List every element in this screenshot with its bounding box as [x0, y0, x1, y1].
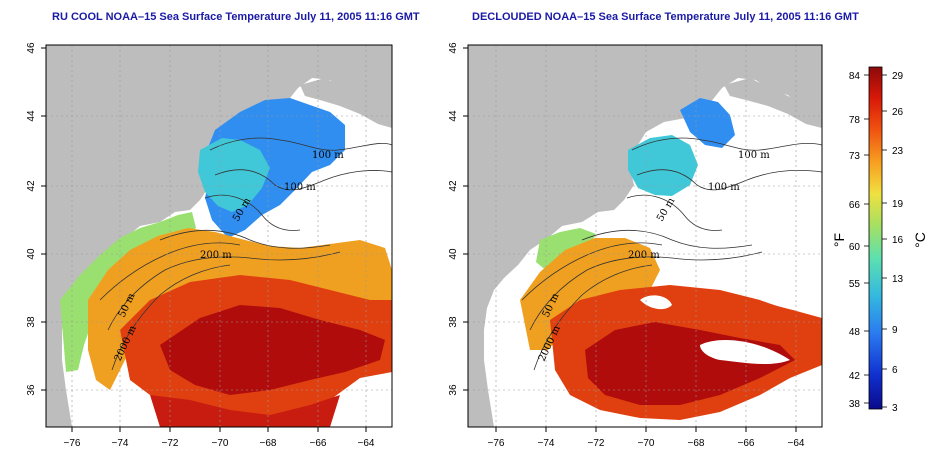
colorbar-c-tick-26: 26 [892, 107, 904, 118]
colorbar-f-tick-42: 42 [849, 371, 861, 382]
right-y-tick-36: 36 [448, 384, 459, 396]
right-x-tick-64: −64 [788, 438, 805, 449]
left-y-tick-46: 46 [26, 42, 37, 54]
colorbar-c-tick-29: 29 [892, 71, 904, 82]
right-gridlines [468, 45, 822, 427]
left-sst-warm [88, 228, 392, 390]
colorbar-fahrenheit-label: °F [831, 233, 847, 247]
colorbar-f-tick-78: 78 [849, 115, 861, 126]
left-label-200m: 200 m [200, 250, 232, 261]
right-x-tick-72: −72 [588, 438, 605, 449]
left-x-tick-70: −70 [212, 438, 229, 449]
colorbar-f-tick-55: 55 [849, 279, 861, 290]
right-land [468, 45, 822, 427]
left-y-tick-44: 44 [26, 110, 37, 122]
left-y-axis [41, 47, 46, 391]
colorbar-ticks [864, 74, 887, 408]
right-x-tick-66: −66 [738, 438, 755, 449]
right-sst-gulf-of-maine [680, 98, 735, 148]
left-x-tick-72: −72 [162, 438, 179, 449]
right-y-tick-38: 38 [448, 316, 459, 328]
left-x-axis [71, 427, 367, 432]
left-x-tick-68: −68 [260, 438, 277, 449]
left-nova-scotia [300, 78, 392, 128]
left-sst-shelf [60, 212, 196, 372]
left-y-tick-38: 38 [26, 316, 37, 328]
right-x-tick-76: −76 [488, 438, 505, 449]
left-label-100m-a: 100 m [312, 150, 344, 161]
right-contours [521, 137, 822, 371]
colorbar-c-tick-6: 6 [892, 365, 898, 376]
right-map-title: DECLOUDED NOAA–15 Sea Surface Temperatur… [472, 11, 859, 23]
left-y-tick-40: 40 [26, 248, 37, 260]
right-x-tick-68: −68 [688, 438, 705, 449]
colorbar-c-tick-19: 19 [892, 199, 904, 210]
colorbar-c-tick-3: 3 [892, 403, 898, 414]
right-label-200m: 200 m [628, 250, 660, 261]
right-nova-scotia [724, 78, 822, 128]
left-contours [99, 137, 392, 371]
right-x-axis [495, 427, 797, 432]
colorbar-c-tick-23: 23 [892, 146, 904, 157]
left-map: 100 m 100 m 50 m 200 m 50 m 2000 m [46, 45, 392, 427]
left-y-tick-36: 36 [26, 384, 37, 396]
left-x-tick-66: −66 [310, 438, 327, 449]
left-sst-hottest [160, 305, 385, 395]
right-sst-georges [628, 135, 698, 196]
colorbar-c-tick-16: 16 [892, 235, 904, 246]
left-land [46, 45, 392, 427]
colorbar-c-tick-9: 9 [892, 325, 898, 336]
colorbar [868, 66, 883, 410]
right-y-tick-40: 40 [448, 248, 459, 260]
right-y-tick-44: 44 [448, 110, 459, 122]
right-y-tick-46: 46 [448, 42, 459, 54]
left-gridlines [46, 45, 392, 427]
colorbar-f-tick-66: 66 [849, 200, 861, 211]
left-map-frame [45, 44, 393, 428]
right-label-100m-a: 100 m [738, 150, 770, 161]
left-y-tick-42: 42 [26, 180, 37, 192]
left-x-tick-74: −74 [112, 438, 129, 449]
colorbar-celsius-label: °C [912, 232, 928, 248]
left-map-title: RU COOL NOAA–15 Sea Surface Temperature … [52, 11, 420, 23]
right-x-tick-70: −70 [638, 438, 655, 449]
left-x-tick-76: −76 [64, 438, 81, 449]
right-cloud-gaps [640, 294, 822, 365]
right-y-tick-42: 42 [448, 180, 459, 192]
left-sst-georges [198, 138, 270, 212]
colorbar-f-tick-73: 73 [849, 151, 861, 162]
right-x-tick-74: −74 [538, 438, 555, 449]
right-label-100m-b: 100 m [708, 182, 740, 193]
colorbar-f-tick-38: 38 [849, 399, 861, 410]
right-map-frame [467, 44, 823, 428]
right-y-axis [463, 47, 468, 391]
left-label-100m-b: 100 m [284, 182, 316, 193]
colorbar-f-tick-84: 84 [849, 71, 861, 82]
left-x-tick-64: −64 [358, 438, 375, 449]
colorbar-c-tick-13: 13 [892, 274, 904, 285]
right-map: 100 m 100 m 50 m 200 m 50 m 2000 m [468, 45, 822, 427]
colorbar-f-tick-48: 48 [849, 327, 861, 338]
left-sst-south [150, 395, 340, 427]
colorbar-f-tick-60: 60 [849, 242, 861, 253]
